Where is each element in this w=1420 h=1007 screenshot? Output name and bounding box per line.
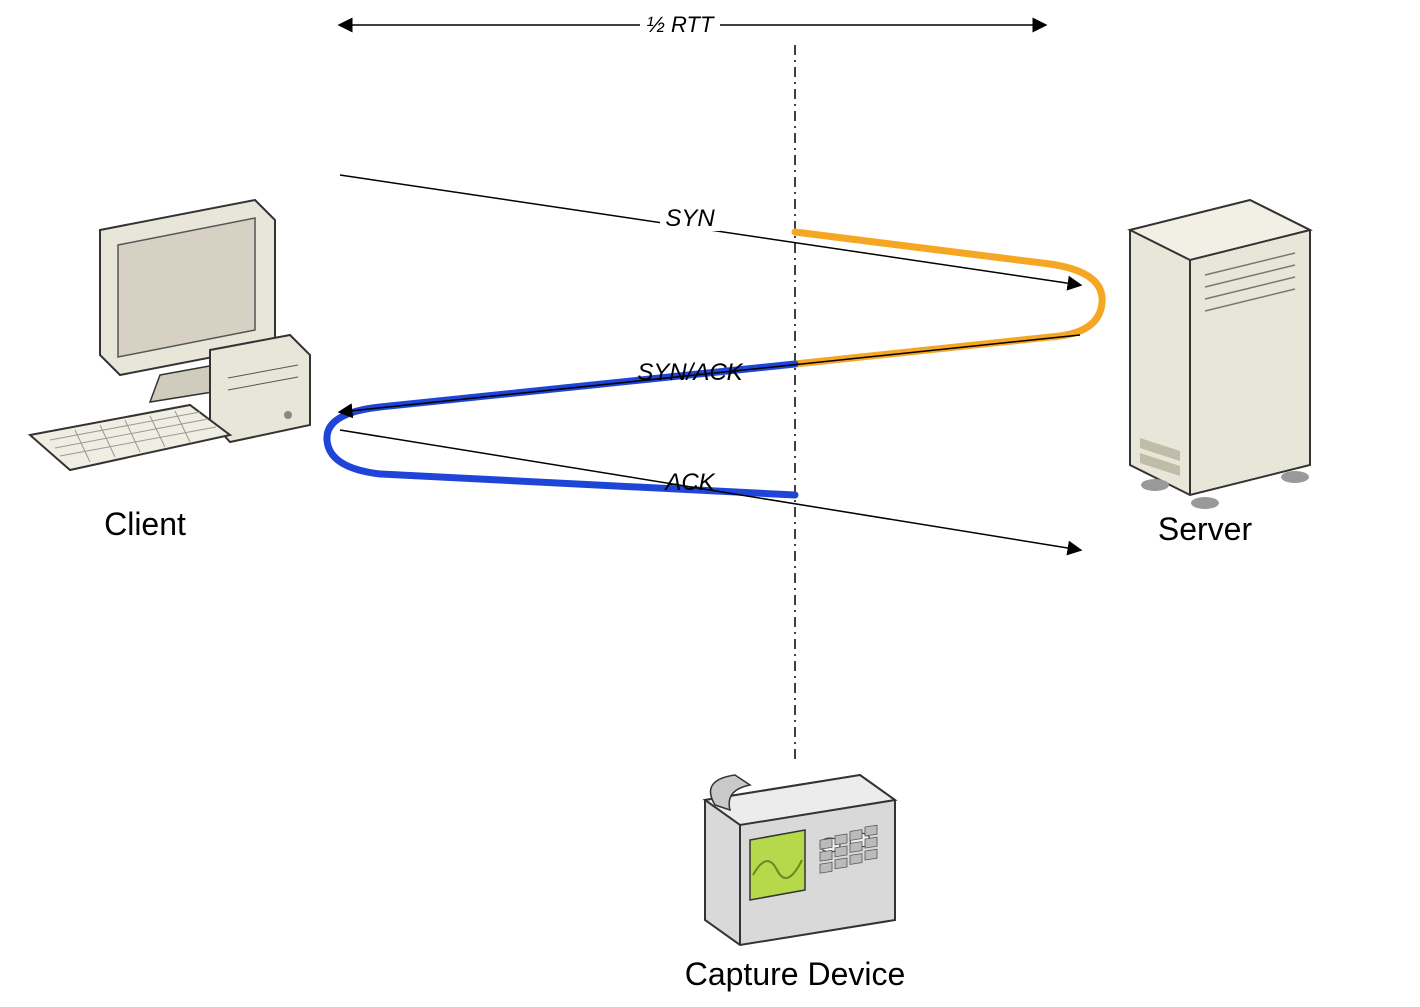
server-turnaround-highlight [795, 232, 1102, 364]
client-icon [30, 200, 310, 470]
server-icon [1130, 200, 1310, 509]
syn-label: SYN [665, 205, 715, 232]
synack-label: SYN/ACK [637, 359, 743, 386]
server-label: Server [1158, 511, 1253, 547]
capture-device-icon [705, 775, 895, 945]
capture-label: Capture Device [685, 956, 906, 992]
rtt-label: ½ RTT [647, 12, 715, 37]
ack-label: ACK [663, 469, 715, 496]
rtt-diagram: ½ RTT SYN SYN/ACK ACK [0, 0, 1420, 1007]
client-label: Client [104, 506, 186, 542]
